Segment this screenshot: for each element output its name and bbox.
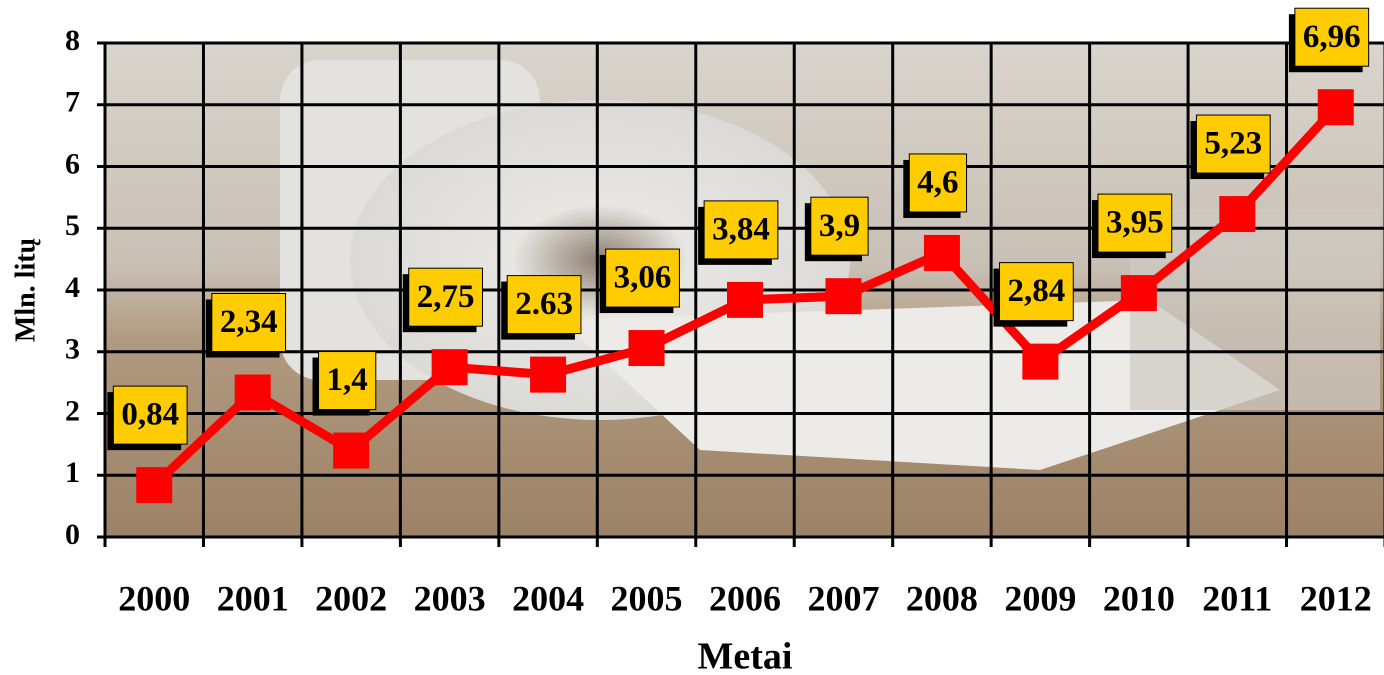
- x-tick-label: 2009: [1004, 578, 1076, 618]
- y-tick-label: 4: [65, 271, 80, 304]
- x-tick-label: 2007: [807, 578, 879, 618]
- data-point: [530, 357, 566, 393]
- y-tick-label: 3: [65, 333, 80, 366]
- x-tick-label: 2003: [414, 578, 486, 618]
- x-tick-label: 2011: [1202, 578, 1272, 618]
- y-tick-label: 6: [65, 147, 80, 180]
- data-point: [1121, 275, 1157, 311]
- data-point: [1219, 196, 1255, 232]
- value-label: 1,4: [327, 362, 368, 398]
- data-point: [235, 375, 271, 411]
- x-tick-label: 2012: [1300, 578, 1372, 618]
- x-tick-label: 2001: [217, 578, 289, 618]
- value-label: 3,84: [712, 211, 770, 247]
- data-point: [333, 433, 369, 469]
- value-label: 4,6: [917, 165, 958, 201]
- value-label: 3,06: [614, 260, 672, 296]
- value-label: 3,95: [1106, 205, 1164, 241]
- x-tick-label: 2005: [611, 578, 683, 618]
- y-tick-label: 1: [65, 456, 80, 489]
- x-tick-label: 2006: [709, 578, 781, 618]
- data-point: [629, 330, 665, 366]
- data-point: [825, 278, 861, 314]
- y-tick-label: 5: [65, 209, 80, 242]
- y-tick-label: 0: [65, 518, 80, 551]
- value-label: 5,23: [1204, 126, 1262, 162]
- y-axis-title: Mln. litų: [10, 238, 41, 342]
- data-point: [727, 282, 763, 318]
- y-tick-label: 7: [65, 86, 80, 119]
- value-label: 6,96: [1303, 19, 1361, 55]
- x-tick-label: 2000: [118, 578, 190, 618]
- x-tick-label: 2008: [906, 578, 978, 618]
- x-tick-label: 2004: [512, 578, 584, 618]
- data-point: [432, 349, 468, 385]
- x-axis-title: Metai: [698, 636, 793, 675]
- value-label: 2,75: [417, 279, 475, 315]
- data-point: [924, 235, 960, 271]
- data-point: [1318, 89, 1354, 125]
- value-label: 0,84: [121, 397, 179, 433]
- x-tick-label: 2010: [1103, 578, 1175, 618]
- y-tick-label: 8: [65, 24, 80, 57]
- value-label: 2.63: [515, 286, 573, 322]
- y-tick-label: 2: [65, 394, 80, 427]
- data-point: [136, 467, 172, 503]
- value-label: 2,34: [220, 304, 278, 340]
- chart: Mln. litų Metai 0 1 2 3 4 5 6 7 8 2000 2001 2002 200…: [0, 0, 1384, 675]
- x-tick-label: 2002: [315, 578, 387, 618]
- value-label: 2,84: [1008, 273, 1066, 309]
- data-point: [1022, 344, 1058, 380]
- value-label: 3,9: [819, 208, 860, 244]
